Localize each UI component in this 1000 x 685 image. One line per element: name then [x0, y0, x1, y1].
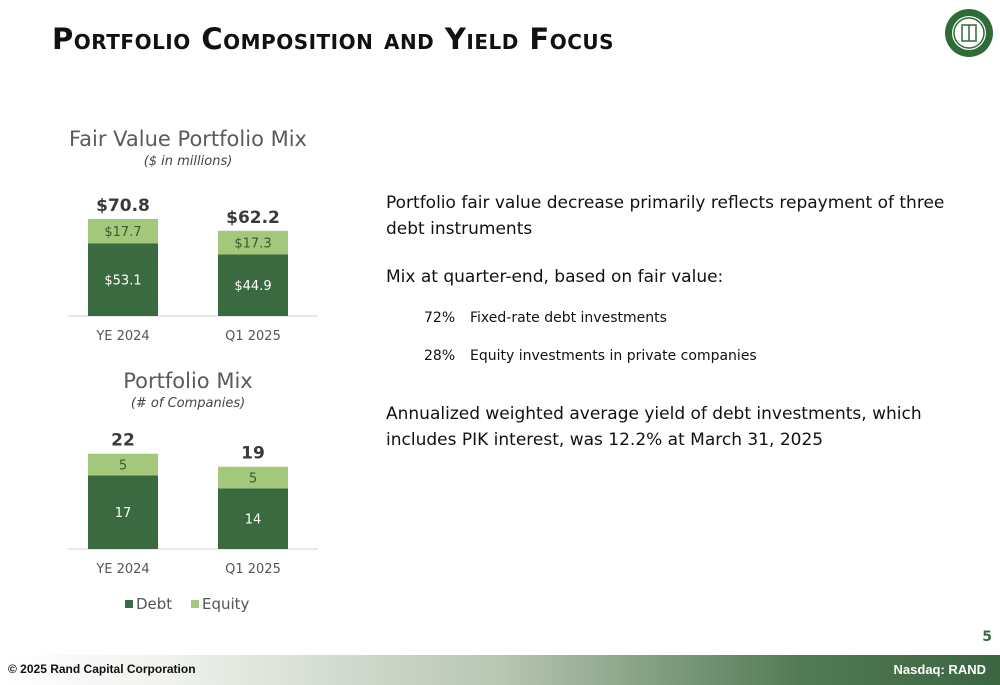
bar-label-debt: 17 — [115, 506, 132, 521]
fair-value-chart-subtitle: ($ in millions) — [143, 154, 233, 169]
legend-item-equity: Equity — [190, 595, 250, 613]
bar-segment-equity — [218, 230, 288, 255]
bar-segment-equity — [88, 219, 158, 244]
category-tick-label: YE 2024 — [95, 562, 149, 577]
bar-total-label: $62.2 — [226, 208, 280, 228]
mix-label: Equity investments in private companies — [470, 348, 757, 364]
mix-row-equity: 28% Equity investments in private compan… — [424, 348, 757, 364]
footer-bar: © 2025 Rand Capital Corporation Nasdaq: … — [0, 655, 1000, 685]
copyright-text: © 2025 Rand Capital Corporation — [8, 662, 196, 676]
bar-segment-debt — [88, 475, 158, 549]
legend-swatch-debt — [125, 600, 133, 608]
category-tick-label: Q1 2025 — [225, 562, 281, 577]
bar-label-equity: 5 — [119, 459, 127, 474]
ticker-text: Nasdaq: RAND — [893, 662, 986, 677]
bar-segment-debt — [218, 488, 288, 549]
bar-label-equity: 5 — [249, 472, 257, 487]
category-tick-label: Q1 2025 — [225, 329, 281, 344]
company-seal-logo — [945, 9, 993, 57]
bar-label-debt: $44.9 — [234, 279, 271, 294]
bar-segment-equity — [218, 466, 288, 489]
bar-segment-debt — [88, 243, 158, 316]
bar-label-equity: $17.3 — [234, 237, 271, 252]
category-tick-label: YE 2024 — [95, 329, 149, 344]
bar-label-equity: $17.7 — [104, 225, 141, 240]
mix-percent: 72% — [424, 310, 456, 326]
mix-percent: 28% — [424, 348, 456, 364]
portfolio-mix-chart-subtitle: (# of Companies) — [130, 396, 246, 411]
legend-swatch-equity — [190, 600, 199, 608]
paragraph-fair-value-decrease: Portfolio fair value decrease primarily … — [386, 193, 945, 239]
page-number: 5 — [982, 629, 992, 645]
bar-total-label: 22 — [111, 431, 135, 451]
bar-total-label: $70.8 — [96, 196, 150, 216]
bar-segment-debt — [218, 254, 288, 316]
legend-label-debt: Debt — [136, 595, 173, 613]
paragraph-mix-intro: Mix at quarter-end, based on fair value: — [386, 267, 724, 287]
legend-item-debt: Debt — [125, 595, 172, 613]
legend-label-equity: Equity — [201, 595, 250, 613]
portfolio-mix-chart-title: Portfolio Mix — [123, 369, 253, 393]
paragraph-yield: Annualized weighted average yield of deb… — [386, 404, 922, 450]
fair-value-chart-title: Fair Value Portfolio Mix — [69, 127, 307, 151]
bar-label-debt: $53.1 — [104, 274, 141, 289]
mix-row-debt: 72% Fixed-rate debt investments — [424, 310, 667, 326]
bar-segment-equity — [88, 453, 158, 476]
bar-label-debt: 14 — [245, 513, 262, 528]
slide-title: Portfolio Composition and Yield Focus — [52, 22, 615, 56]
mix-label: Fixed-rate debt investments — [470, 310, 667, 326]
chart-legend: Debt Equity — [125, 594, 263, 613]
bar-total-label: 19 — [241, 444, 265, 464]
